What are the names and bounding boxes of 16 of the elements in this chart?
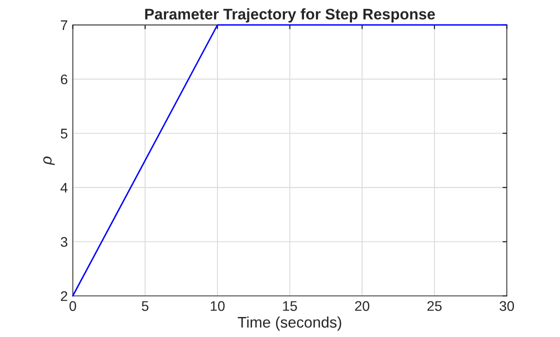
x-axis-title: Time (seconds)	[238, 316, 342, 331]
y-tick-label: 6	[60, 74, 68, 84]
y-axis-title: ρ	[43, 156, 55, 166]
x-tick-label: 15	[283, 301, 297, 311]
x-tick-label: 25	[427, 301, 442, 311]
x-tick-label: 30	[500, 301, 514, 311]
x-tick-label: 5	[142, 301, 148, 311]
y-tick-label: 5	[60, 128, 68, 138]
y-tick-label: 2	[60, 291, 68, 301]
x-tick-label: 10	[210, 301, 225, 311]
y-tick-label: 7	[60, 20, 68, 30]
y-tick-label: 4	[60, 182, 68, 193]
x-tick-label: 20	[355, 301, 370, 311]
chart-title: Parameter Trajectory for Step Response	[145, 8, 435, 23]
y-tick-label: 3	[60, 237, 68, 247]
x-tick-label: 0	[69, 301, 76, 311]
